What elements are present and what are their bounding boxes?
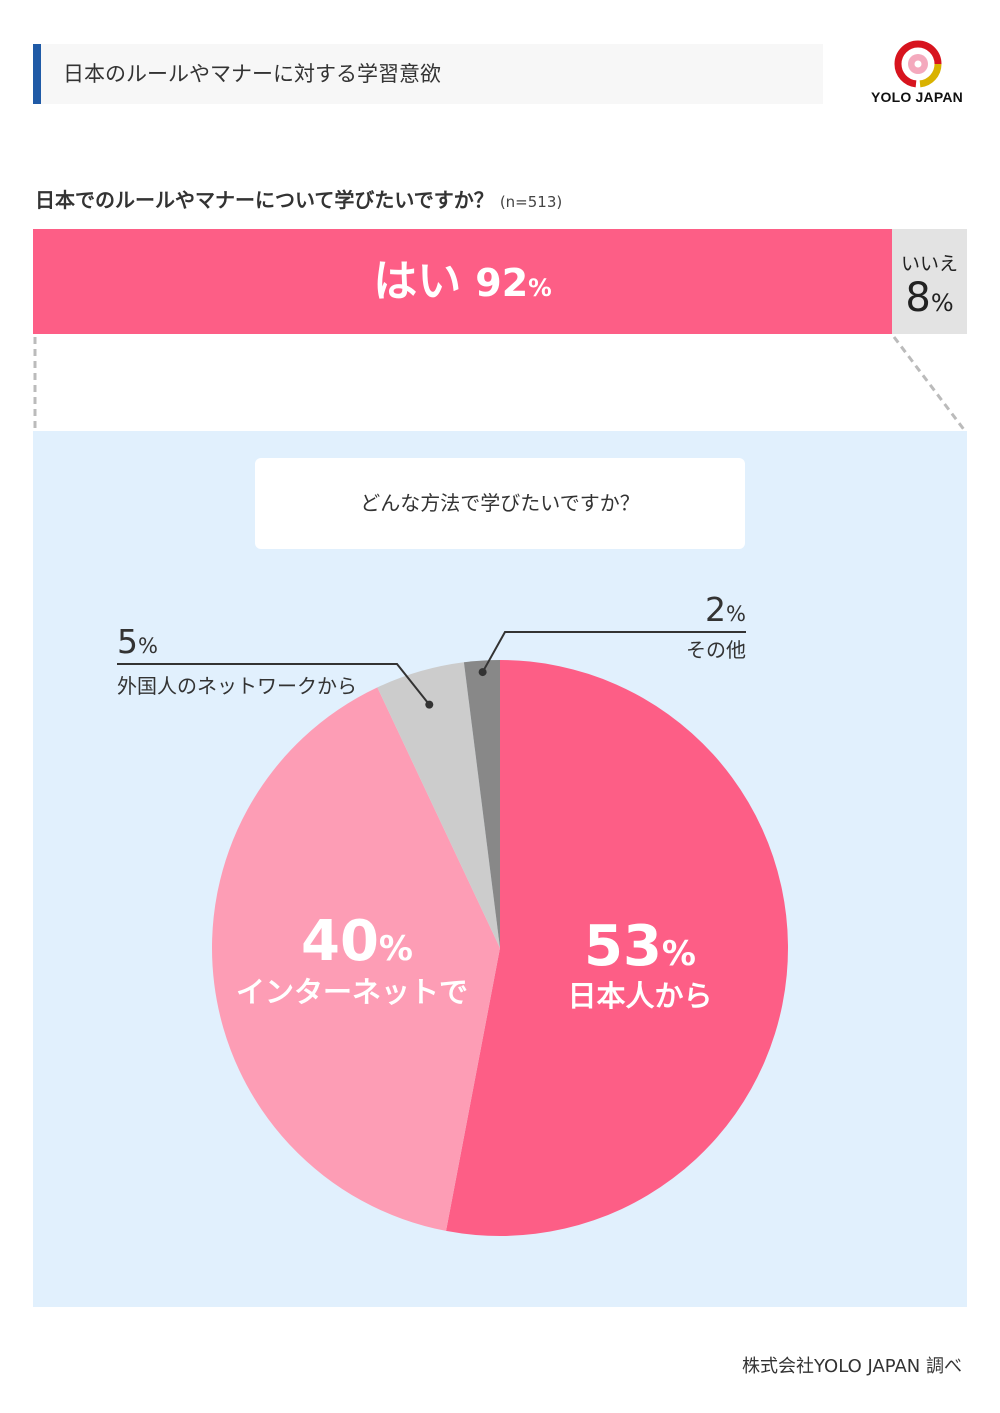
connector-right-line <box>892 336 967 432</box>
leader-dot-other <box>478 668 487 677</box>
sub-question: どんな方法で学びたいですか？ <box>255 458 745 549</box>
source-credit: 株式会社YOLO JAPAN 調べ <box>742 1356 962 1377</box>
no-unit: % <box>930 289 954 317</box>
slice-value-foreign-network: 5% <box>117 622 158 661</box>
sample-size: (n=513) <box>499 193 563 211</box>
no-label: いいえ <box>900 253 958 275</box>
no-bar: いいえ 8% <box>892 229 967 334</box>
survey-question: 日本でのルールやマナーについて学びたいですか？ (n=513) <box>35 184 562 213</box>
no-value: 8% <box>892 275 967 321</box>
yes-bar: はい 92% <box>33 229 892 334</box>
breakdown-connector <box>33 336 967 432</box>
leader-line-foreign-network <box>117 663 431 706</box>
company-logo: YOLO JAPAN <box>858 38 978 108</box>
slice-other <box>463 660 500 948</box>
no-value-number: 8 <box>905 275 931 321</box>
slice-internet <box>212 687 500 1231</box>
leader-line-other <box>481 631 746 673</box>
slice-label-foreign-network: 外国人のネットワークから <box>117 674 357 698</box>
slice-value-internet: 40% <box>301 909 413 974</box>
slice-value-other: 2% <box>705 590 746 629</box>
leader-dot-foreign-network <box>425 700 434 709</box>
yes-bar-label: はい 92% <box>33 229 892 334</box>
logo-text: YOLO JAPAN <box>871 89 963 105</box>
header-bar: 日本のルールやマナーに対する学習意欲 <box>33 44 823 104</box>
yes-value-number: 92 <box>475 261 529 305</box>
sakura-emblem-icon <box>894 40 942 88</box>
yes-label: はい <box>373 256 462 307</box>
question-text: 日本でのルールやマナーについて学びたいですか？ <box>35 188 494 212</box>
slice-foreign-network <box>377 662 500 948</box>
slice-label-from-japanese: 日本人から <box>567 979 712 1013</box>
slice-label-internet: インターネットで <box>236 975 468 1009</box>
slice-from-japanese <box>446 660 789 1236</box>
header-accent-stripe <box>33 44 41 104</box>
page-title: 日本のルールやマナーに対する学習意欲 <box>63 62 441 86</box>
slice-value-from-japanese: 53% <box>584 914 696 979</box>
yes-value: 92% <box>475 261 551 305</box>
slice-label-other: その他 <box>686 638 746 662</box>
yes-unit: % <box>528 274 552 302</box>
